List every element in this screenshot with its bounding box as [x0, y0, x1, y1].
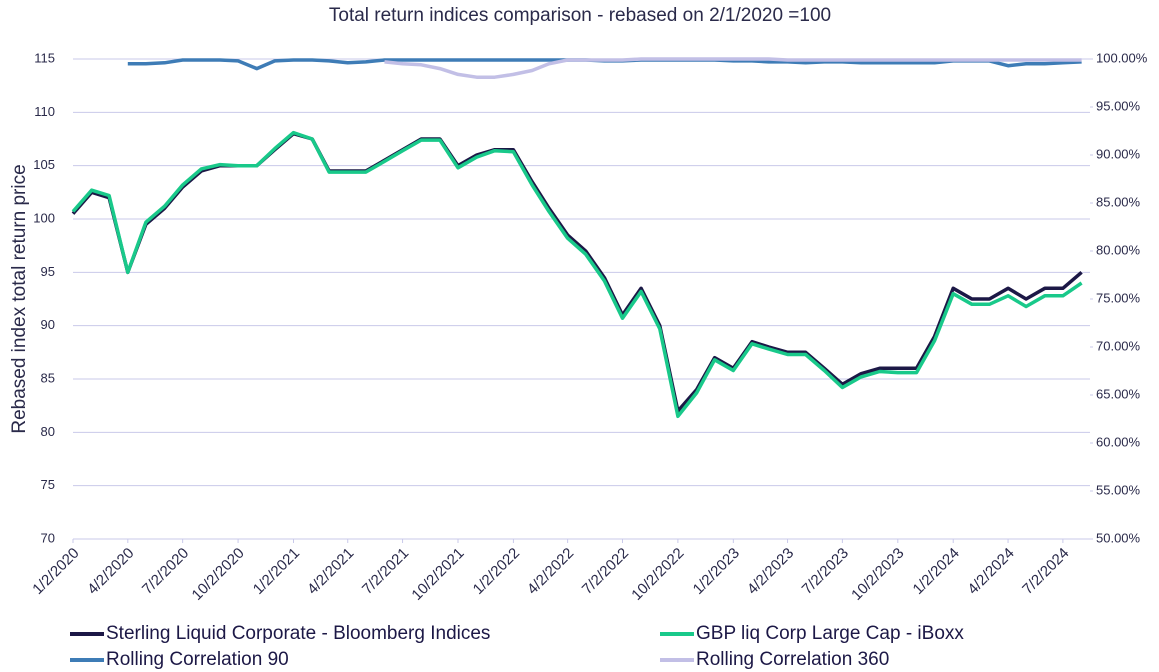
- x-tick-label: 10/2/2020: [189, 545, 248, 604]
- y-tick-label: 75: [41, 477, 55, 492]
- x-tick-label: 7/2/2021: [359, 545, 412, 598]
- y-tick-label: 100: [33, 210, 55, 225]
- x-tick-label: 4/2/2021: [304, 545, 357, 598]
- y-axis-label: Rebased index total return price: [9, 164, 30, 433]
- y2-tick-label: 80.00%: [1096, 242, 1141, 257]
- x-tick-label: 1/2/2024: [910, 545, 963, 598]
- y-tick-label: 105: [33, 157, 55, 172]
- x-tick-label: 4/2/2024: [964, 545, 1017, 598]
- legend-label: Rolling Correlation 90: [106, 649, 289, 670]
- x-tick-label: 1/2/2020: [29, 545, 82, 598]
- y2-tick-label: 90.00%: [1096, 146, 1141, 161]
- y2-tick-label: 50.00%: [1096, 530, 1141, 545]
- y2-tick-label: 100.00%: [1096, 50, 1148, 65]
- legend-label: Sterling Liquid Corporate - Bloomberg In…: [106, 623, 490, 644]
- x-tick-label: 10/2/2022: [628, 545, 687, 604]
- legend-label: Rolling Correlation 360: [696, 649, 889, 670]
- x-tick-label: 7/2/2024: [1019, 545, 1072, 598]
- y2-tick-label: 70.00%: [1096, 338, 1141, 353]
- x-tick-label: 1/2/2021: [250, 545, 303, 598]
- series-line: [384, 57, 1082, 79]
- x-tick-label: 10/2/2023: [848, 545, 907, 604]
- y-tick-label: 110: [34, 104, 55, 119]
- x-tick-label: 4/2/2020: [84, 545, 137, 598]
- y-tick-label: 95: [41, 264, 55, 279]
- y-tick-label: 85: [41, 370, 55, 385]
- x-tick-label: 4/2/2023: [744, 545, 797, 598]
- y2-tick-label: 60.00%: [1096, 434, 1141, 449]
- x-tick-label: 4/2/2022: [524, 545, 577, 598]
- y2-tick-label: 75.00%: [1096, 290, 1141, 305]
- series-line: [71, 130, 1083, 419]
- x-tick-label: 1/2/2023: [690, 545, 743, 598]
- x-tick-label: 7/2/2022: [579, 545, 632, 598]
- x-tick-label: 7/2/2023: [799, 545, 852, 598]
- x-tick-label: 10/2/2021: [408, 545, 467, 604]
- x-tick-label: 1/2/2022: [470, 545, 523, 598]
- x-tick-label: 7/2/2020: [139, 545, 192, 598]
- y2-tick-label: 55.00%: [1096, 482, 1141, 497]
- y2-tick-label: 95.00%: [1096, 98, 1141, 113]
- y2-tick-label: 85.00%: [1096, 194, 1141, 209]
- y2-tick-label: 65.00%: [1096, 386, 1141, 401]
- chart-title: Total return indices comparison - rebase…: [329, 5, 831, 26]
- y-tick-label: 80: [41, 424, 55, 439]
- y-tick-label: 90: [41, 317, 55, 332]
- y-tick-label: 115: [34, 50, 55, 65]
- legend-label: GBP liq Corp Large Cap - iBoxx: [696, 623, 964, 644]
- y-tick-label: 70: [41, 530, 55, 545]
